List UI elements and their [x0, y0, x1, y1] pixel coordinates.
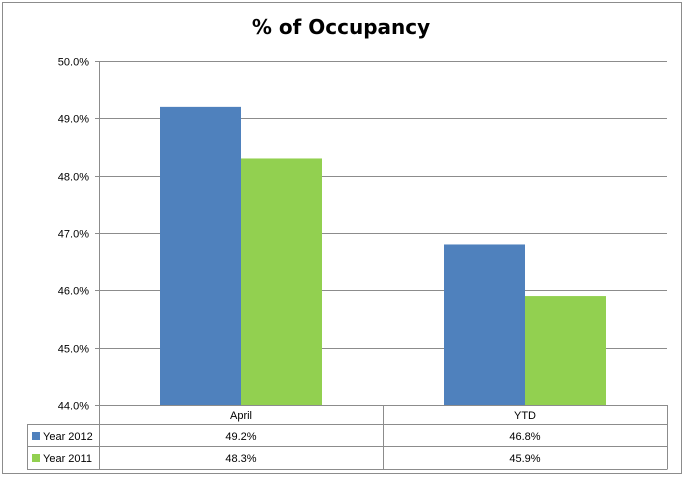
x-category-label: YTD: [514, 410, 536, 422]
legend-label: Year 2011: [43, 453, 92, 465]
x-category-label: April: [230, 410, 252, 422]
bars: [160, 106, 606, 405]
y-tick-label: 46.0%: [58, 286, 89, 298]
bar-series1: [160, 106, 241, 405]
y-tick-label: 50.0%: [58, 57, 89, 69]
legend-key: [32, 454, 40, 462]
y-tick-label: 47.0%: [58, 229, 89, 241]
data-value-label: 45.9%: [509, 453, 540, 465]
y-tick-label: 49.0%: [58, 114, 89, 126]
data-table: April YTD Year 2012 49.2% 46.8% Year 2011 48.3…: [27, 405, 668, 470]
legend-key: [32, 432, 40, 440]
legend-label: Year 2012: [43, 431, 93, 443]
data-value-label: 46.8%: [509, 431, 540, 443]
y-tick-label: 45.0%: [58, 344, 89, 356]
bar-series2: [525, 296, 606, 405]
y-tick-label: 48.0%: [58, 172, 89, 184]
data-value-label: 48.3%: [225, 453, 256, 465]
y-axis: 44.0% 45.0% 46.0% 47.0% 48.0% 49.0% 50.0%: [58, 57, 100, 413]
y-tick-label: 44.0%: [58, 401, 89, 413]
bar-series1: [444, 244, 525, 405]
chart-title: % of Occupancy: [251, 15, 431, 39]
data-value-label: 49.2%: [225, 431, 256, 443]
bar-series2: [241, 158, 322, 405]
